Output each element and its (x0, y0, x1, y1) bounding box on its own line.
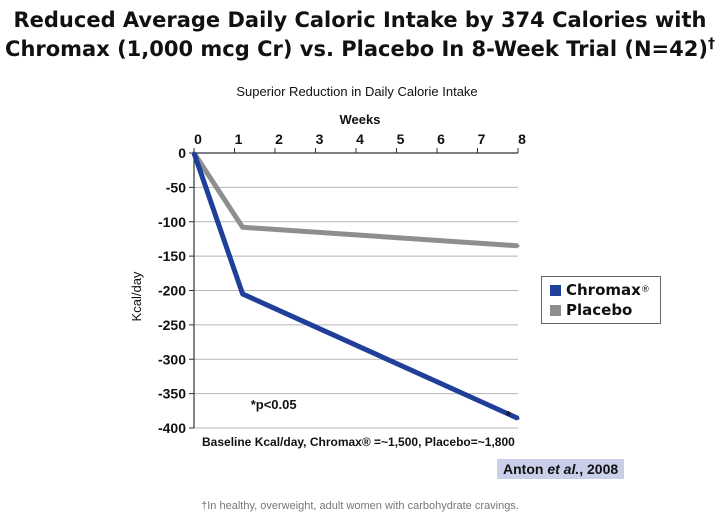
legend-registered-mark: ® (640, 285, 650, 295)
x-tick-label: 4 (356, 131, 364, 147)
citation-emph: et al. (547, 461, 580, 477)
title-line-2: Chromax (1,000 mcg Cr) vs. Placebo In 8-… (0, 35, 720, 64)
slide-title: Reduced Average Daily Caloric Intake by … (0, 6, 720, 64)
x-tick-label: 3 (316, 131, 324, 147)
data-point-placebo (241, 225, 245, 229)
legend-swatch-placebo (550, 304, 561, 316)
citation: Anton et al., 2008 (497, 459, 625, 479)
legend-label-chromax: Chromax (566, 281, 641, 299)
y-tick-label: -250 (158, 317, 186, 333)
x-tick-label: 6 (437, 131, 445, 147)
x-tick-label: 7 (478, 131, 486, 147)
data-point-chromax (192, 151, 196, 155)
data-point-chromax (516, 416, 520, 420)
significance-marker: * (506, 408, 512, 423)
y-tick-label: -100 (158, 214, 186, 230)
x-tick-label: 8 (518, 131, 526, 147)
x-tick-label: 2 (275, 131, 283, 147)
title-dagger: † (707, 36, 715, 52)
y-tick-label: -400 (158, 420, 186, 436)
series-line-chromax (191, 152, 520, 421)
footnote: †In healthy, overweight, adult women wit… (201, 500, 519, 512)
chart-title: Superior Reduction in Daily Calorie Inta… (236, 84, 477, 99)
legend-item-placebo: Placebo (550, 300, 632, 320)
citation-prefix: Anton (503, 461, 548, 477)
x-tick-label: 0 (194, 131, 202, 147)
data-point-chromax (241, 292, 245, 296)
series-line-placebo (191, 151, 519, 249)
title-line-2-text: Chromax (1,000 mcg Cr) vs. Placebo In 8-… (5, 37, 708, 61)
y-tick-label: -350 (158, 386, 186, 402)
data-point-placebo (516, 244, 520, 248)
chart-legend: Chromax ® Placebo (541, 276, 661, 324)
baseline-note: Baseline Kcal/day, Chromax® =~1,500, Pla… (202, 435, 515, 449)
y-axis-label: Kcal/day (129, 271, 144, 321)
x-tick-label: 5 (397, 131, 405, 147)
title-line-1: Reduced Average Daily Caloric Intake by … (13, 8, 707, 32)
legend-swatch-chromax (550, 284, 561, 296)
legend-item-chromax: Chromax ® (550, 280, 650, 300)
y-tick-label: -150 (158, 248, 186, 264)
legend-label-placebo: Placebo (566, 301, 633, 319)
x-tick-label: 1 (235, 131, 243, 147)
y-tick-label: -50 (166, 179, 186, 195)
y-tick-label: -200 (158, 283, 186, 299)
y-tick-label: -300 (158, 351, 186, 367)
x-axis-label: Weeks (340, 112, 381, 127)
significance-note: *p<0.05 (251, 397, 297, 412)
y-tick-label: 0 (178, 145, 186, 161)
citation-suffix: , 2008 (579, 461, 619, 477)
